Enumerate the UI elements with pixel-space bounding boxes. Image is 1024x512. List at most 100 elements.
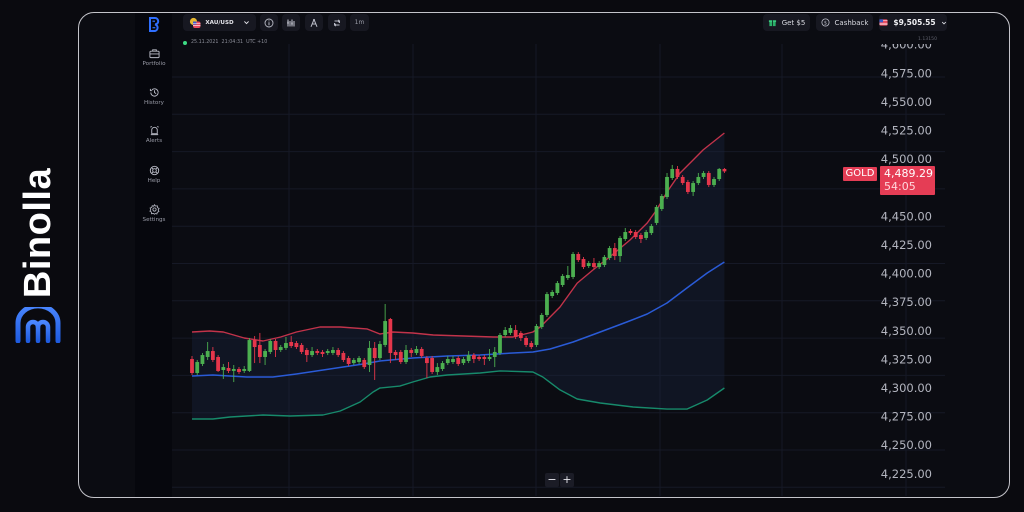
info-button[interactable] bbox=[260, 14, 278, 31]
candle bbox=[639, 233, 643, 244]
candle bbox=[237, 367, 241, 375]
account-balance-button[interactable]: $9,505.55 bbox=[879, 14, 947, 31]
candle bbox=[461, 356, 466, 365]
candle bbox=[430, 355, 435, 375]
candle bbox=[299, 343, 304, 355]
current-price: 4,489.29 bbox=[884, 167, 933, 180]
asset-price-tag: GOLD bbox=[843, 167, 877, 181]
price-axis-label: 4,350.00 bbox=[881, 324, 932, 338]
candle bbox=[717, 168, 722, 181]
candle bbox=[701, 171, 706, 180]
candle bbox=[414, 346, 419, 356]
candle bbox=[618, 236, 622, 263]
indicators-button[interactable] bbox=[282, 14, 300, 31]
candle bbox=[560, 274, 565, 287]
candle bbox=[221, 363, 226, 379]
lower-band-line bbox=[192, 370, 725, 420]
candle bbox=[680, 175, 685, 185]
candle bbox=[633, 229, 638, 239]
candle bbox=[310, 347, 314, 357]
chart-type-icon bbox=[333, 18, 341, 27]
candle bbox=[226, 362, 231, 374]
candle bbox=[644, 229, 649, 241]
sidebar-item-settings[interactable]: Settings bbox=[136, 204, 172, 234]
candle bbox=[304, 347, 309, 363]
candle bbox=[612, 243, 617, 261]
candle bbox=[257, 332, 262, 364]
candle bbox=[378, 340, 382, 360]
gear-icon bbox=[148, 204, 160, 215]
candle bbox=[524, 336, 528, 348]
sidebar-item-portfolio[interactable]: Portfolio bbox=[136, 48, 172, 78]
candle bbox=[628, 229, 633, 235]
candle bbox=[351, 358, 356, 365]
candle bbox=[278, 344, 283, 352]
price-scale-corner-value: 1.13150 bbox=[918, 37, 937, 42]
candle bbox=[242, 366, 247, 374]
sidebar-item-alerts[interactable]: Alerts bbox=[136, 125, 172, 155]
candle-countdown: 54:05 bbox=[884, 180, 916, 193]
binolla-logo-icon bbox=[15, 307, 61, 343]
candle bbox=[565, 266, 570, 280]
candle bbox=[336, 347, 341, 357]
candle bbox=[456, 355, 461, 367]
current-price-tag: 4,489.29 54:05 bbox=[880, 166, 935, 195]
candle bbox=[518, 331, 523, 341]
price-axis-label: 4,450.00 bbox=[881, 209, 932, 223]
server-time: 25.11.2021 21:04:31 UTC +10 bbox=[183, 40, 267, 45]
svg-text:$: $ bbox=[823, 20, 826, 26]
candle bbox=[602, 255, 607, 268]
candle bbox=[320, 350, 325, 357]
alarm-icon bbox=[149, 125, 159, 136]
bollinger-bands bbox=[191, 132, 725, 420]
zoom-in-button[interactable]: + bbox=[560, 473, 574, 487]
price-axis-label: 4,425.00 bbox=[881, 238, 932, 252]
candle bbox=[654, 205, 659, 226]
cashback-label: Cashback bbox=[834, 18, 869, 27]
get-bonus-label: Get $5 bbox=[781, 18, 806, 27]
candle bbox=[284, 336, 288, 351]
candle bbox=[325, 348, 330, 356]
sidebar-item-history[interactable]: History bbox=[136, 87, 172, 117]
candle bbox=[581, 256, 586, 269]
asset-selector[interactable]: XAU/USD bbox=[183, 14, 256, 31]
gold-usd-flag-icon bbox=[190, 17, 201, 28]
candles bbox=[190, 164, 727, 383]
candle bbox=[477, 355, 481, 361]
candle bbox=[294, 340, 299, 349]
candle bbox=[289, 336, 294, 348]
candle bbox=[445, 355, 450, 365]
get-bonus-button[interactable]: Get $5 bbox=[763, 14, 810, 31]
online-status-dot bbox=[183, 40, 187, 45]
candle bbox=[273, 339, 278, 357]
candle bbox=[712, 176, 716, 188]
price-axis-label: 4,600.00 bbox=[881, 38, 932, 52]
candle bbox=[231, 364, 236, 383]
price-axis-label: 4,550.00 bbox=[881, 95, 932, 109]
candle bbox=[419, 347, 424, 359]
candle bbox=[665, 172, 669, 200]
candle bbox=[586, 260, 591, 268]
timeframe-button[interactable]: 1m bbox=[350, 14, 369, 31]
app-logo-icon[interactable] bbox=[147, 17, 161, 32]
server-time-text: 25.11.2021 21:04:31 UTC +10 bbox=[191, 40, 268, 45]
candle bbox=[190, 355, 194, 375]
candle bbox=[487, 348, 492, 361]
candle bbox=[503, 327, 508, 337]
zoom-out-button[interactable]: − bbox=[545, 473, 559, 487]
drawing-tools-button[interactable] bbox=[305, 14, 323, 31]
briefcase-icon bbox=[148, 49, 160, 59]
candle bbox=[659, 194, 664, 211]
candle bbox=[331, 347, 335, 356]
candle bbox=[466, 351, 471, 364]
candle bbox=[263, 348, 267, 365]
sidebar-item-help[interactable]: Help bbox=[136, 165, 172, 195]
candle bbox=[210, 347, 215, 363]
timeframe-label: 1m bbox=[354, 19, 365, 26]
candle bbox=[529, 340, 534, 349]
chart-type-button[interactable] bbox=[328, 14, 346, 31]
candle bbox=[592, 257, 596, 269]
cashback-button[interactable]: $ Cashback bbox=[816, 14, 873, 31]
candle bbox=[216, 355, 220, 372]
